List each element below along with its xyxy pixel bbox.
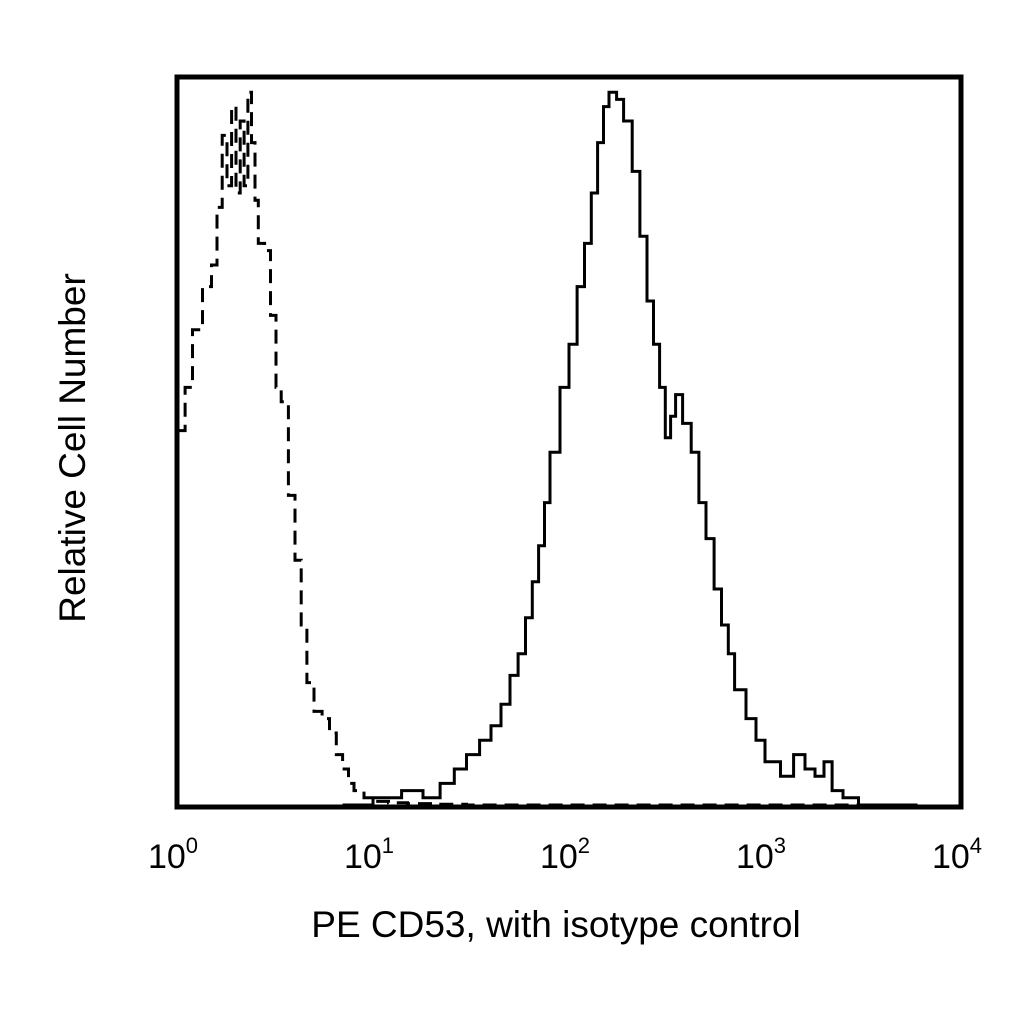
x-tick-label: 101 [344,833,394,876]
pe-cd53-line [342,90,918,807]
x-axis-label: PE CD53, with isotype control [311,904,800,945]
plot-frame [174,74,964,810]
x-tick-labels: 100 101 102 103 104 [148,833,982,876]
series-layer [177,90,918,807]
isotype-control-line [177,90,918,807]
x-tick-label: 103 [736,833,786,876]
x-tick-label: 104 [932,833,982,876]
y-axis-label: Relative Cell Number [52,273,93,623]
x-tick-label: 100 [148,833,198,876]
x-tick-label: 102 [540,833,590,876]
